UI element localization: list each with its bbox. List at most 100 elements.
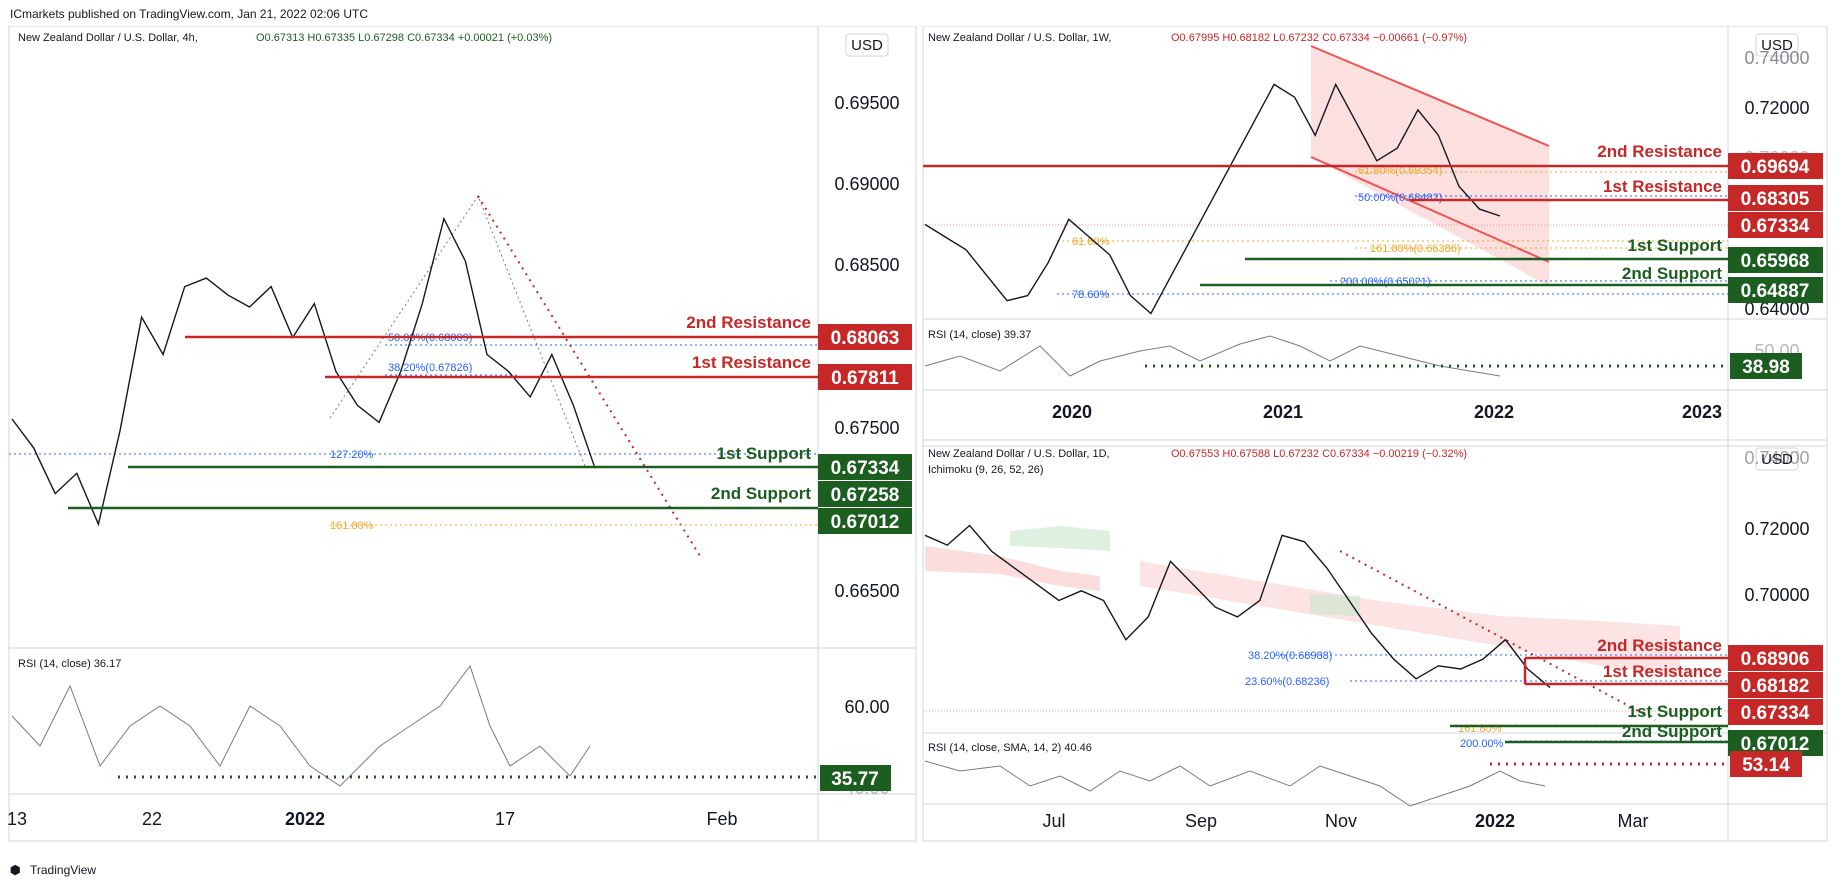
svg-text:0.67258: 0.67258 bbox=[831, 485, 900, 506]
panel-1w-chart: New Zealand Dollar / U.S. Dollar, 1W, O0… bbox=[922, 26, 1828, 447]
last-price-badge: 0.67334 bbox=[1728, 699, 1823, 725]
s2-label: 2nd Support bbox=[711, 484, 811, 503]
s1-label: 1st Support bbox=[717, 444, 812, 463]
rsi-level-badge: 53.14 bbox=[1730, 751, 1802, 777]
panel-4h-chart: New Zealand Dollar / U.S. Dollar, 4h, O0… bbox=[7, 26, 917, 842]
footer: ⬢ TradingView bbox=[0, 857, 1837, 881]
fib-label: 161.80%(0.66386) bbox=[1370, 243, 1461, 255]
fib-label: 38.20%(0.68988) bbox=[1248, 650, 1332, 662]
currency-label[interactable]: USD bbox=[1755, 447, 1799, 471]
s2-badge: 0.67012 bbox=[818, 508, 912, 534]
time-tick: Sep bbox=[1185, 811, 1217, 831]
r2-badge: 0.69694 bbox=[1728, 153, 1823, 179]
svg-text:0.67012: 0.67012 bbox=[831, 512, 900, 533]
symbol-title: New Zealand Dollar / U.S. Dollar, 1D, bbox=[928, 448, 1110, 460]
price-tick: 0.69000 bbox=[834, 174, 899, 194]
ohlc-readout: O0.67553 H0.67588 L0.67232 C0.67334 −0.0… bbox=[1171, 448, 1467, 460]
brand-text: TradingView bbox=[30, 863, 97, 877]
time-tick: 2022 bbox=[1474, 402, 1514, 422]
currency-label[interactable]: USD bbox=[845, 33, 889, 57]
fib-label: 127.20% bbox=[330, 449, 374, 461]
price-ticks: 0.69500 0.69000 0.68500 0.67500 0.66500 bbox=[834, 93, 899, 601]
time-tick: Mar bbox=[1618, 811, 1649, 831]
s1-badge: 0.65968 bbox=[1728, 247, 1823, 273]
ichimoku-cloud-bullish bbox=[1010, 526, 1110, 551]
price-tick: 0.69500 bbox=[834, 93, 899, 113]
svg-text:53.14: 53.14 bbox=[1742, 755, 1790, 776]
svg-text:0.68305: 0.68305 bbox=[1741, 189, 1810, 210]
svg-text:USD: USD bbox=[851, 37, 883, 54]
svg-text:0.68182: 0.68182 bbox=[1741, 676, 1810, 697]
time-tick: 2020 bbox=[1052, 402, 1092, 422]
currency-label[interactable]: USD bbox=[1755, 33, 1799, 57]
time-tick: Jul bbox=[1042, 811, 1065, 831]
s1-label: 1st Support bbox=[1628, 702, 1723, 721]
r1-badge: 0.68305 bbox=[1728, 185, 1823, 211]
svg-text:0.68906: 0.68906 bbox=[1741, 649, 1810, 670]
rsi-title: RSI (14, close) 36.17 bbox=[18, 658, 121, 670]
price-tick: 0.72000 bbox=[1744, 519, 1809, 539]
svg-text:0.67811: 0.67811 bbox=[831, 368, 899, 389]
r1-label: 1st Resistance bbox=[692, 353, 811, 372]
publisher-text: ICmarkets published on TradingView.com, … bbox=[10, 7, 368, 21]
last-price-badge: 0.67334 bbox=[1728, 212, 1823, 238]
price-tick: 0.74000 bbox=[1744, 48, 1809, 68]
time-tick: Feb bbox=[706, 809, 737, 829]
time-tick: 2021 bbox=[1263, 402, 1303, 422]
price-series bbox=[924, 524, 1551, 689]
s1-label: 1st Support bbox=[1628, 236, 1723, 255]
time-tick: 2022 bbox=[1475, 811, 1515, 831]
fib-extension-path bbox=[329, 194, 586, 467]
ichimoku-cloud-bullish bbox=[1310, 594, 1360, 616]
price-tick: 0.72000 bbox=[1744, 98, 1809, 118]
channel-upper-line bbox=[1310, 45, 1550, 147]
panel-frame bbox=[8, 26, 917, 842]
r2-label: 2nd Resistance bbox=[1597, 142, 1722, 161]
svg-text:38.98: 38.98 bbox=[1742, 357, 1790, 378]
r2-badge: 0.68906 bbox=[1728, 645, 1823, 671]
tradingview-logo-icon: ⬢ bbox=[10, 863, 21, 877]
svg-text:0.65968: 0.65968 bbox=[1741, 251, 1810, 272]
price-tick: 0.74000 bbox=[1744, 448, 1809, 468]
ohlc-readout: O0.67995 H0.68182 L0.67232 C0.67334 −0.0… bbox=[1171, 32, 1467, 44]
r2-label: 2nd Resistance bbox=[686, 313, 811, 332]
price-tick: 0.67500 bbox=[834, 418, 899, 438]
panel-frame bbox=[922, 439, 1828, 842]
s2-label: 2nd Support bbox=[1622, 722, 1722, 741]
time-ticks: 13 22 2022 17 Feb bbox=[7, 809, 738, 829]
r1-label: 1st Resistance bbox=[1603, 177, 1722, 196]
price-tick: 0.70000 bbox=[1744, 585, 1809, 605]
time-ticks: Jul Sep Nov 2022 Mar bbox=[1042, 811, 1648, 831]
rsi-level-badge: 38.98 bbox=[1730, 353, 1802, 379]
time-tick: Nov bbox=[1325, 811, 1357, 831]
indicator-title: Ichimoku (9, 26, 52, 26) bbox=[928, 464, 1044, 476]
rsi-line bbox=[924, 335, 1501, 377]
channel-lower-line bbox=[1310, 156, 1550, 263]
s1-badge: 0.67258 bbox=[818, 481, 912, 507]
time-ticks: 2020 2021 2022 2023 bbox=[1052, 402, 1722, 422]
rsi-line bbox=[11, 664, 591, 787]
time-tick: 2023 bbox=[1682, 402, 1722, 422]
fib-label: 78.60% bbox=[1072, 289, 1110, 301]
fib-label: 23.60%(0.68236) bbox=[1245, 676, 1329, 688]
symbol-title: New Zealand Dollar / U.S. Dollar, 4h, bbox=[18, 32, 198, 44]
ohlc-readout: O0.67313 H0.67335 L0.67298 C0.67334 +0.0… bbox=[256, 32, 552, 44]
svg-text:USD: USD bbox=[1761, 451, 1793, 468]
fib-label: 200.00% bbox=[1460, 738, 1504, 750]
svg-text:0.64887: 0.64887 bbox=[1741, 281, 1810, 302]
rsi-axis-tick: 60.00 bbox=[844, 697, 889, 717]
time-tick: 2022 bbox=[285, 809, 325, 829]
price-tick: 0.68500 bbox=[834, 255, 899, 275]
ichimoku-cloud-bearish bbox=[1140, 561, 1680, 676]
fib-label: 61.80%(0.69354) bbox=[1358, 165, 1442, 177]
rsi-title: RSI (14, close, SMA, 14, 2) 40.46 bbox=[928, 742, 1092, 754]
r2-badge: 0.68063 bbox=[818, 324, 912, 350]
r1-badge: 0.67811 bbox=[818, 364, 912, 390]
svg-text:0.67334: 0.67334 bbox=[1741, 216, 1810, 237]
r2-label: 2nd Resistance bbox=[1597, 636, 1722, 655]
publisher-header: ICmarkets published on TradingView.com, … bbox=[0, 0, 1837, 26]
svg-text:35.77: 35.77 bbox=[831, 769, 879, 790]
charts-canvas: New Zealand Dollar / U.S. Dollar, 4h, O0… bbox=[7, 26, 1828, 842]
svg-text:0.67334: 0.67334 bbox=[831, 458, 900, 479]
time-tick: 13 bbox=[7, 809, 27, 829]
